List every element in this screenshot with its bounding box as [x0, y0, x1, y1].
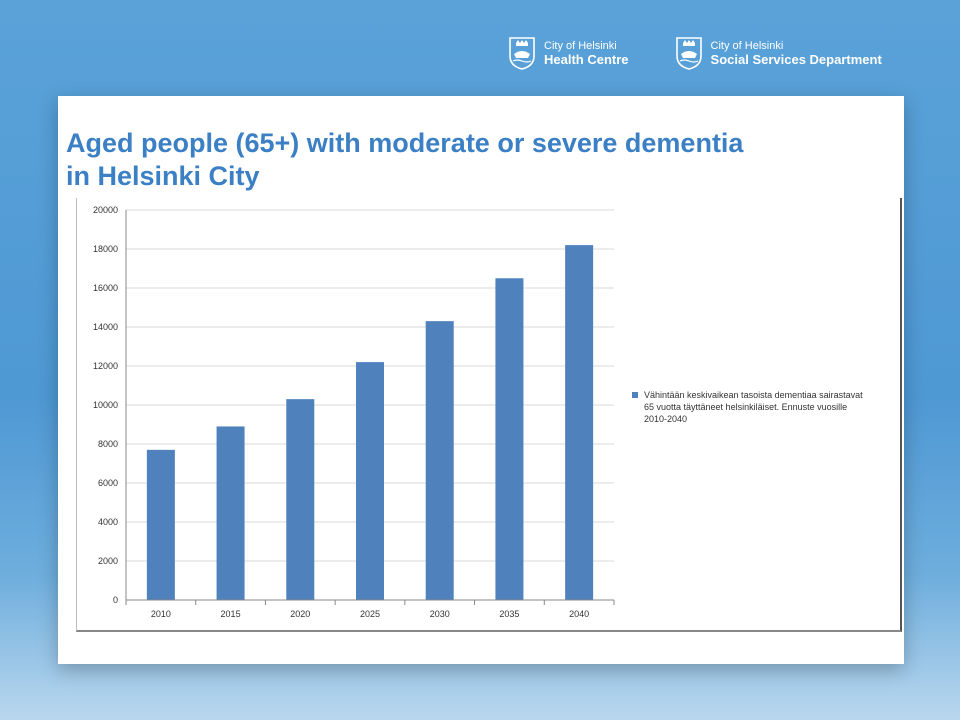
x-tick-label: 2020	[290, 609, 310, 619]
x-tick-label: 2030	[430, 609, 450, 619]
bar-chart: 0 2000 4000 6000 8000 10000 12000 14000 16000 180…	[93, 205, 863, 619]
bar	[216, 426, 245, 600]
bar	[565, 245, 594, 600]
x-tick-label: 2040	[569, 609, 589, 619]
health-centre-logo: City of Helsinki Health Centre	[508, 36, 629, 70]
y-tick-label: 12000	[93, 361, 118, 371]
title-line-2: in Helsinki City	[66, 161, 260, 191]
bar	[425, 321, 454, 600]
y-axis: 0 2000 4000 6000 8000 10000 12000 14000 16000 180…	[93, 205, 127, 605]
y-tick-label: 10000	[93, 400, 118, 410]
legend-label: 65 vuotta täyttäneet helsinkiläiset. Enn…	[644, 402, 847, 412]
y-tick-label: 0	[113, 595, 118, 605]
y-tick-label: 6000	[98, 478, 118, 488]
slide-title: Aged people (65+) with moderate or sever…	[66, 127, 896, 193]
bar	[146, 449, 175, 600]
bar	[286, 399, 315, 600]
x-tick-label: 2035	[499, 609, 519, 619]
chart-frame	[76, 198, 902, 632]
logo-org-name: City of Helsinki	[544, 40, 617, 52]
x-axis: 2010 2015 2020 2025 2030 2035 2040	[125, 599, 615, 619]
y-tick-label: 8000	[98, 439, 118, 449]
legend-swatch	[632, 392, 638, 398]
y-tick-label: 20000	[93, 205, 118, 215]
bars	[146, 245, 594, 600]
bar	[356, 362, 384, 600]
y-tick-label: 4000	[98, 517, 118, 527]
logo-dept-name: Health Centre	[544, 52, 629, 67]
x-tick-label: 2015	[221, 609, 241, 619]
logo-dept-name: Social Services Department	[710, 52, 882, 67]
y-tick-label: 18000	[93, 244, 118, 254]
y-tick-label: 2000	[98, 556, 118, 566]
y-tick-label: 16000	[93, 283, 118, 293]
x-tick-label: 2025	[360, 609, 380, 619]
header-logos: City of Helsinki Health Centre City of H…	[508, 36, 882, 70]
legend-label: 2010-2040	[644, 414, 687, 424]
helsinki-crest-icon	[675, 37, 702, 70]
y-tick-label: 14000	[93, 322, 118, 332]
x-tick-label: 2010	[151, 609, 171, 619]
bar	[495, 278, 524, 600]
legend: Vähintään keskivaikean tasoista dementia…	[632, 390, 863, 424]
legend-label: Vähintään keskivaikean tasoista dementia…	[644, 390, 863, 400]
title-line-1: Aged people (65+) with moderate or sever…	[66, 128, 744, 158]
logo-org-name: City of Helsinki	[710, 40, 784, 52]
helsinki-crest-icon	[509, 37, 535, 70]
social-services-logo: City of Helsinki Social Services Departm…	[675, 36, 882, 70]
